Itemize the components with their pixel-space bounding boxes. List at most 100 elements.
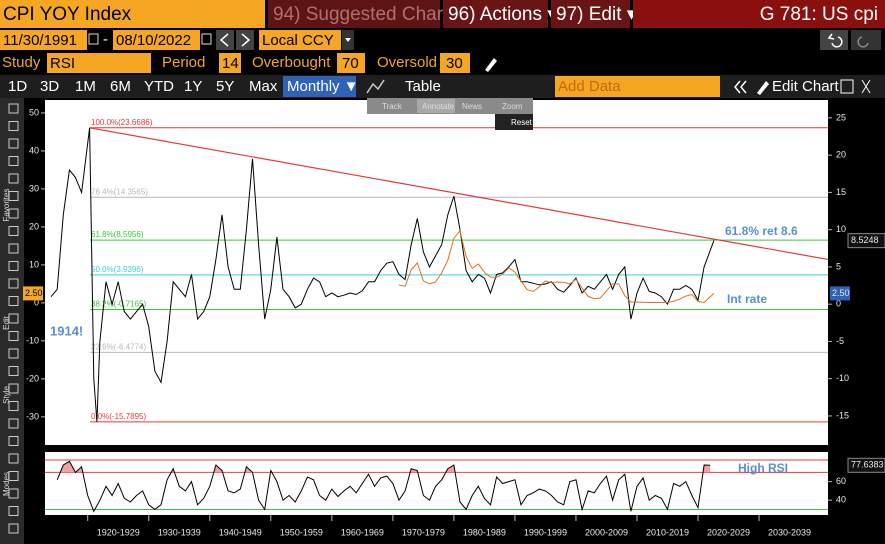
y2-tick-label: 15 (836, 187, 846, 197)
x-tick-label: 1980-1989 (463, 527, 506, 537)
period-field[interactable] (219, 53, 241, 73)
x-tick-label: 1950-1959 (280, 527, 323, 537)
tool-column (0, 98, 24, 544)
oversold-field[interactable] (440, 53, 470, 73)
range-button[interactable]: 1M (75, 78, 96, 95)
security-title: CPI YOY Index (3, 4, 132, 25)
menu-button[interactable] (268, 0, 440, 28)
y2-tick-label: 5 (836, 261, 841, 271)
tool-icon[interactable] (8, 366, 19, 376)
overbought-label: Overbought (252, 54, 331, 71)
tool-icon[interactable] (8, 278, 19, 289)
icon[interactable] (861, 79, 871, 94)
range-button[interactable]: YTD (144, 78, 174, 95)
calendar-icon[interactable] (201, 33, 212, 45)
prev-button[interactable] (216, 30, 234, 50)
series-annotation: Int rate (727, 292, 767, 306)
chart-tool[interactable]: Annotate (422, 102, 455, 111)
fib-label: 38.2%(-0.7165) (91, 300, 146, 309)
reset-button[interactable] (495, 114, 533, 130)
table-button[interactable]: Table (405, 78, 441, 95)
tool-icon[interactable] (8, 226, 19, 236)
tool-icon[interactable] (8, 313, 19, 324)
tool-icon[interactable] (8, 331, 19, 341)
study-name: RSI (50, 55, 75, 72)
tool-icon[interactable] (8, 173, 19, 184)
settings-icon[interactable] (840, 79, 854, 94)
range-button[interactable]: Max (249, 78, 278, 95)
tool-icon[interactable] (8, 523, 19, 534)
dropdown-arrow (345, 38, 351, 42)
last-value: 2.50 (25, 288, 43, 298)
range-button[interactable]: 6M (110, 78, 131, 95)
frequency-button[interactable] (283, 76, 356, 97)
tool-icon[interactable] (8, 383, 19, 394)
tool-icon[interactable] (8, 121, 19, 131)
calendar-icon[interactable] (88, 33, 99, 45)
chart-tool[interactable]: Zoom (502, 102, 523, 111)
rsi-tick-label: 40 (836, 495, 846, 505)
undo-icon (827, 33, 843, 48)
rsi-plot-area[interactable] (45, 452, 828, 515)
annotate-tab[interactable] (417, 99, 455, 113)
tool-icon[interactable] (8, 453, 19, 464)
tool-icon[interactable] (8, 401, 19, 411)
pencil-icon[interactable] (485, 58, 497, 72)
overbought-value: 70 (342, 55, 359, 72)
trend-line (89, 127, 829, 261)
currency-field[interactable] (259, 30, 341, 50)
start-date-field[interactable] (0, 30, 87, 50)
y2-tick-label: 25 (836, 112, 846, 122)
range-button[interactable]: 3D (40, 78, 59, 95)
period-label: Period (162, 54, 205, 71)
chart-tool[interactable]: News (462, 102, 482, 111)
line-chart-icon[interactable] (366, 79, 385, 94)
edit-chart-button[interactable]: Edit Chart (772, 78, 840, 95)
x-tick-label: 1970-1979 (402, 527, 445, 537)
end-date-field[interactable] (113, 30, 200, 50)
tool-icon[interactable] (8, 208, 19, 219)
fib-label: 100.0%(23.6686) (91, 118, 153, 127)
main-plot-area[interactable] (45, 100, 828, 445)
tool-icon[interactable] (8, 506, 19, 516)
range-button[interactable]: 1D (8, 78, 27, 95)
x-tick-label: 2030-2039 (768, 527, 811, 537)
range-buttons: 1D 3D 1M 6M YTD 1Y 5Y Max (8, 78, 278, 95)
redo-icon (857, 36, 869, 48)
x-tick-label: 1930-1939 (158, 527, 201, 537)
menu-button[interactable] (551, 0, 630, 28)
tool-icon[interactable] (8, 296, 19, 306)
menu-button[interactable] (443, 0, 548, 28)
tool-icon[interactable] (8, 418, 19, 429)
tool-icon[interactable] (8, 261, 19, 271)
next-button[interactable] (236, 30, 254, 50)
side-label: Favorites (2, 189, 11, 222)
tool-icon[interactable] (8, 348, 19, 359)
tool-icon[interactable] (8, 471, 19, 481)
add-data-field[interactable] (555, 76, 720, 97)
tool-icon[interactable] (8, 436, 19, 446)
tool-icon[interactable] (8, 191, 19, 201)
fib-label: 50.0%(3.9396) (91, 265, 144, 274)
y-tick-label: 0 (34, 297, 39, 307)
title-field[interactable] (0, 0, 265, 28)
tool-icon[interactable] (8, 243, 19, 254)
y2-tick-label: 20 (836, 150, 846, 160)
x-tick-label: 2000-2009 (585, 527, 628, 537)
last-value: 2.50 (832, 288, 850, 298)
x-tick-label: 2020-2029 (707, 527, 750, 537)
y-tick-label: 50 (29, 107, 39, 117)
rate-line (398, 229, 715, 304)
last-value-box (847, 457, 885, 473)
chart-tool[interactable]: Track (382, 102, 403, 111)
range-button[interactable]: 5Y (216, 78, 234, 95)
tool-icon[interactable] (8, 103, 19, 114)
tool-icon[interactable] (8, 488, 19, 499)
collapse-icon[interactable] (734, 80, 747, 94)
overbought-field[interactable] (337, 53, 365, 73)
tool-icon[interactable] (8, 156, 19, 166)
tool-icon[interactable] (8, 138, 19, 149)
range-button[interactable]: 1Y (184, 78, 202, 95)
study-field[interactable] (47, 53, 151, 73)
y2-tick-label: -15 (836, 410, 849, 420)
